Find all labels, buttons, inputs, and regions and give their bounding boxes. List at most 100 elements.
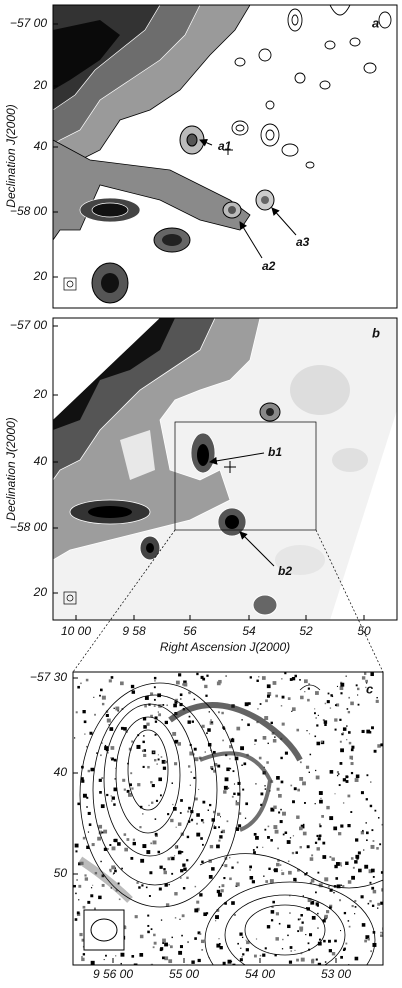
speckle	[179, 877, 182, 879]
speckle	[329, 855, 332, 858]
speckle	[75, 892, 77, 895]
speckle	[281, 869, 283, 871]
speckle	[143, 753, 147, 758]
speckle	[238, 812, 242, 815]
speckle	[98, 824, 103, 829]
speckle	[223, 876, 226, 880]
speckle	[136, 744, 141, 749]
speckle	[306, 872, 308, 874]
speckle	[270, 910, 275, 914]
speckle	[276, 776, 280, 780]
speckle	[281, 722, 285, 726]
speckle	[315, 902, 319, 906]
speckle	[350, 701, 354, 706]
speckle	[366, 774, 369, 777]
speckle	[304, 679, 308, 684]
speckle	[351, 875, 355, 880]
speckle	[269, 879, 274, 883]
speckle	[365, 798, 368, 801]
y-tick-label: 40	[34, 454, 48, 468]
speckle	[306, 730, 308, 732]
speckle	[263, 875, 265, 877]
speckle	[270, 807, 275, 812]
speckle	[174, 845, 178, 849]
speckle	[146, 850, 151, 854]
speckle	[158, 887, 162, 891]
speckle	[142, 717, 147, 721]
speckle	[348, 741, 352, 745]
speckle	[182, 887, 186, 890]
speckle	[191, 818, 194, 821]
speckle	[305, 765, 310, 769]
speckle	[333, 826, 338, 831]
speckle	[84, 874, 87, 877]
speckle	[120, 726, 124, 730]
speckle	[143, 749, 147, 752]
speckle	[80, 861, 84, 865]
speckle	[124, 925, 126, 927]
speckle	[172, 731, 177, 736]
speckle	[266, 761, 269, 764]
speckle	[324, 723, 327, 726]
speckle	[377, 817, 380, 819]
speckle	[172, 803, 174, 806]
speckle	[160, 919, 163, 921]
speckle	[342, 727, 347, 731]
speckle	[284, 831, 288, 834]
x-tick-label: 54 00	[245, 967, 275, 981]
speckle	[109, 870, 112, 873]
speckle	[381, 888, 383, 892]
speckle	[340, 692, 343, 695]
speckle	[292, 835, 295, 837]
speckle	[153, 933, 156, 937]
speckle	[226, 820, 229, 823]
speckle	[99, 791, 102, 794]
speckle	[347, 710, 351, 714]
speckle	[374, 809, 377, 812]
speckle	[188, 715, 191, 718]
y-tick-label: 40	[54, 765, 68, 779]
speckle	[358, 868, 362, 873]
speckle	[302, 895, 304, 897]
speckle	[153, 941, 157, 945]
speckle	[87, 831, 90, 833]
speckle	[109, 727, 114, 731]
speckle	[151, 784, 155, 788]
speckle	[347, 920, 350, 922]
speckle	[105, 713, 109, 718]
speckle	[366, 682, 368, 684]
speckle	[180, 799, 183, 802]
speckle	[179, 918, 181, 920]
speckle	[219, 946, 223, 950]
speckle	[103, 847, 108, 851]
speckle	[300, 824, 305, 829]
speckle	[206, 674, 209, 677]
speckle	[146, 722, 150, 726]
speckle	[159, 794, 162, 797]
speckle	[150, 842, 153, 845]
speckle	[314, 803, 316, 805]
speckle	[187, 941, 189, 944]
speckle	[123, 788, 126, 791]
speckle	[362, 829, 364, 832]
speckle	[339, 899, 342, 902]
speckle	[156, 763, 158, 765]
speckle	[294, 949, 296, 951]
speckle	[161, 956, 165, 960]
speckle	[360, 895, 364, 899]
speckle	[220, 889, 224, 893]
speckle	[202, 800, 206, 804]
speckle	[253, 832, 257, 836]
speckle	[327, 885, 330, 888]
speckle	[114, 838, 118, 843]
speckle	[153, 676, 157, 680]
speckle	[229, 745, 233, 749]
speckle	[218, 886, 221, 888]
y-tick-label: −58 00	[10, 520, 47, 534]
speckle	[178, 950, 183, 955]
speckle	[282, 938, 284, 941]
speckle	[82, 793, 87, 798]
speckle	[218, 826, 220, 829]
speckle	[221, 711, 224, 715]
speckle	[360, 831, 365, 835]
